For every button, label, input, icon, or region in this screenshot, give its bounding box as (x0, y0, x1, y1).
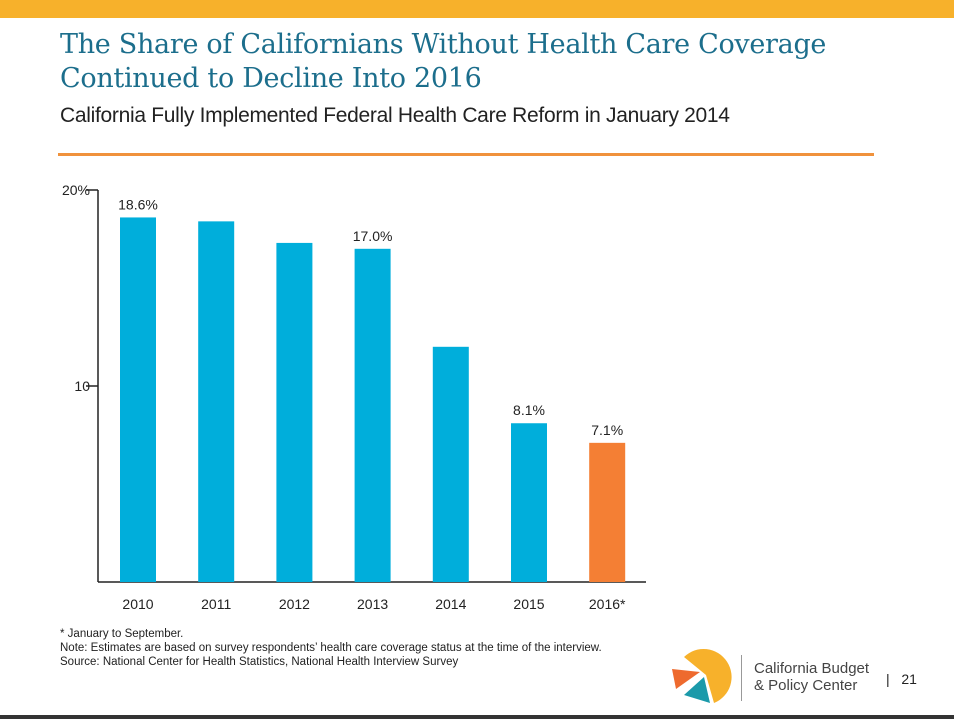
bottom-rule (0, 715, 954, 719)
bar-2016 (589, 442, 626, 582)
x-tick-label: 2013 (357, 596, 388, 612)
divider (58, 153, 874, 156)
title-line-2: Continued to Decline Into 2016 (60, 63, 482, 94)
bar-2013 (354, 248, 391, 583)
page-title: The Share of Californians Without Health… (60, 28, 826, 96)
bar-2012 (276, 242, 313, 583)
footnote: * January to September. (60, 628, 184, 640)
separator: | (886, 671, 890, 687)
note: Note: Estimates are based on survey resp… (60, 642, 602, 654)
x-tick-label: 2012 (279, 596, 310, 612)
cbpc-logo-icon (672, 649, 732, 703)
data-label: 18.6% (118, 196, 158, 212)
page-number: | 21 (886, 671, 917, 687)
y-tick-label: 20% (62, 182, 90, 198)
bar-chart: 20% 10 18.6% 2010 2011 2012 17.0% 2013 2014 8.1% 2… (62, 182, 646, 612)
page-number-value: 21 (901, 671, 917, 687)
top-accent-bar (0, 0, 954, 18)
bar-2014 (432, 346, 469, 582)
org-name: California Budget & Policy Center (754, 660, 869, 694)
x-tick-label: 2015 (513, 596, 544, 612)
source: Source: National Center for Health Stati… (60, 656, 459, 668)
org-line-2: & Policy Center (754, 677, 858, 694)
bar-2011 (198, 221, 235, 583)
data-label: 8.1% (513, 402, 545, 418)
x-tick-label: 2010 (122, 596, 153, 612)
x-tick-label: 2016* (589, 596, 626, 612)
x-tick-label: 2011 (201, 596, 231, 612)
title-line-1: The Share of Californians Without Health… (60, 29, 827, 60)
logo-divider (741, 655, 742, 701)
y-tick-label: 10 (74, 378, 90, 394)
org-line-1: California Budget (754, 660, 870, 677)
bar-2015 (511, 423, 547, 582)
data-label: 7.1% (591, 422, 623, 438)
data-label: 17.0% (353, 228, 393, 244)
bar-2010 (120, 217, 156, 582)
x-tick-label: 2014 (435, 596, 466, 612)
notes: * January to September. Note: Estimates … (60, 627, 640, 669)
subtitle: California Fully Implemented Federal Hea… (60, 104, 730, 127)
